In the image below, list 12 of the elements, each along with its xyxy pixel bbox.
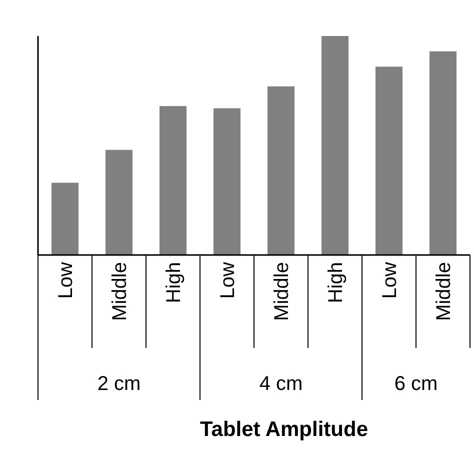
x-tick-label: Middle xyxy=(271,262,293,321)
text: 6 cm xyxy=(394,373,438,395)
x-tick-label: Low xyxy=(379,261,401,299)
x-tick-label: Low xyxy=(55,261,77,299)
text: 2 cm xyxy=(97,373,141,395)
text: 4 cm xyxy=(259,373,303,395)
x-tick-label: High xyxy=(325,262,347,304)
x-tick-label: High xyxy=(163,262,185,304)
x-axis-title: Tablet Amplitude xyxy=(200,418,368,441)
x-tick-label: Middle xyxy=(433,262,455,321)
x-tick-label: Middle xyxy=(109,262,131,321)
x-tick-label: Low xyxy=(217,261,239,299)
